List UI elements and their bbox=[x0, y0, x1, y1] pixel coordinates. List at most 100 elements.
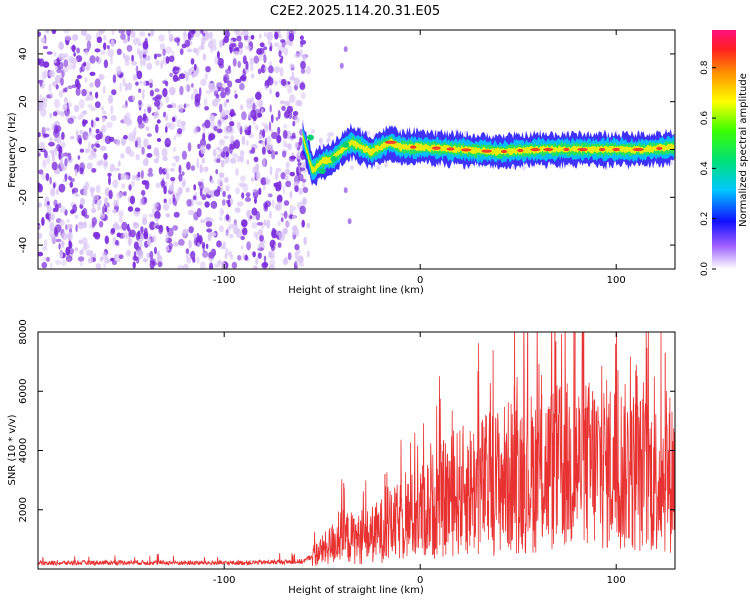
noise-blob bbox=[71, 44, 76, 53]
noise-blob bbox=[271, 199, 275, 208]
colorbar-tick-label: 0.2 bbox=[700, 212, 710, 226]
noise-blob bbox=[103, 152, 108, 160]
noise-blob bbox=[64, 87, 68, 93]
noise-blob bbox=[241, 227, 248, 236]
noise-blob bbox=[284, 221, 291, 228]
noise-blob bbox=[102, 85, 106, 94]
noise-blob bbox=[90, 119, 94, 128]
noise-blob bbox=[135, 140, 138, 148]
noise-blob bbox=[172, 147, 177, 152]
noise-blob bbox=[64, 158, 68, 167]
noise-blob bbox=[143, 138, 149, 148]
noise-blob bbox=[283, 47, 289, 56]
noise-blob bbox=[168, 55, 175, 63]
noise-blob bbox=[155, 217, 159, 223]
noise-blob bbox=[202, 32, 206, 37]
noise-blob bbox=[288, 32, 295, 42]
noise-blob bbox=[188, 30, 195, 38]
noise-blob bbox=[295, 257, 299, 266]
noise-blob bbox=[239, 150, 245, 156]
noise-blob bbox=[38, 144, 42, 153]
noise-blob bbox=[301, 161, 307, 168]
noise-blob bbox=[58, 145, 63, 154]
noise-blob bbox=[253, 156, 259, 163]
noise-blob bbox=[196, 201, 203, 206]
noise-blob bbox=[240, 235, 245, 241]
noise-blob bbox=[96, 160, 102, 167]
noise-blob bbox=[141, 91, 145, 100]
noise-blob bbox=[41, 71, 46, 81]
noise-blob bbox=[103, 160, 108, 170]
noise-blob bbox=[106, 203, 111, 209]
noise-blob bbox=[203, 98, 208, 107]
spectrogram-panel: -100 0 100 -40 -20 0 20 40 Height of straight … bbox=[7, 29, 676, 296]
noise-blob bbox=[148, 32, 151, 37]
noise-blob bbox=[234, 139, 240, 149]
noise-blob bbox=[59, 219, 65, 227]
y-tick-label: 2000 bbox=[18, 497, 29, 522]
noise-blob bbox=[78, 221, 83, 226]
noise-blob bbox=[294, 84, 298, 91]
noise-blob bbox=[79, 249, 84, 256]
noise-blob bbox=[186, 256, 192, 264]
noise-blob bbox=[261, 262, 268, 269]
noise-blob bbox=[154, 100, 161, 107]
noise-blob bbox=[74, 247, 78, 252]
noise-blob bbox=[210, 200, 218, 209]
noise-blob bbox=[102, 206, 105, 214]
noise-blob bbox=[261, 146, 266, 155]
noise-blob bbox=[101, 110, 107, 115]
noise-blob bbox=[236, 201, 244, 207]
noise-blob bbox=[116, 191, 123, 200]
noise-blob bbox=[259, 234, 264, 242]
noise-blob bbox=[220, 112, 227, 118]
noise-blob bbox=[81, 209, 86, 217]
noise-blob bbox=[209, 218, 215, 223]
noise-blob bbox=[259, 98, 264, 109]
noise-blob bbox=[109, 163, 116, 173]
noise-blob bbox=[216, 240, 222, 248]
noise-blob bbox=[79, 99, 85, 109]
noise-blob bbox=[149, 82, 153, 89]
noise-blob bbox=[62, 67, 69, 73]
noise-blob bbox=[168, 242, 173, 249]
noise-blob bbox=[256, 221, 264, 226]
noise-blob bbox=[54, 98, 61, 109]
noise-blob bbox=[49, 176, 52, 185]
noise-blob bbox=[196, 157, 200, 168]
noise-blob bbox=[46, 30, 50, 34]
noise-blob bbox=[147, 106, 152, 114]
noise-blob bbox=[48, 83, 52, 93]
noise-blob bbox=[274, 31, 279, 40]
noise-blob bbox=[241, 74, 247, 82]
noise-blob bbox=[48, 69, 55, 78]
noise-blob bbox=[72, 204, 77, 214]
noise-blob bbox=[279, 58, 283, 64]
noise-blob bbox=[41, 246, 48, 252]
noise-blob bbox=[132, 135, 136, 144]
noise-blob bbox=[269, 258, 276, 266]
noise-blob bbox=[259, 47, 265, 55]
noise-blob bbox=[140, 226, 144, 234]
noise-blob bbox=[84, 77, 88, 83]
noise-blob bbox=[238, 41, 244, 49]
noise-blob bbox=[223, 135, 230, 140]
noise-blob bbox=[376, 165, 381, 170]
noise-blob bbox=[61, 259, 67, 267]
noise-blob bbox=[146, 237, 152, 246]
noise-blob bbox=[178, 173, 183, 182]
noise-blob bbox=[181, 178, 187, 187]
spectrogram-y-label: Frequency (Hz) bbox=[7, 112, 18, 188]
noise-blob bbox=[222, 82, 226, 88]
noise-blob bbox=[54, 230, 59, 237]
noise-blob bbox=[110, 227, 116, 234]
noise-blob bbox=[165, 126, 168, 133]
noise-blob bbox=[154, 88, 160, 93]
noise-blob bbox=[161, 183, 165, 189]
noise-blob bbox=[184, 72, 189, 82]
noise-blob bbox=[284, 109, 290, 118]
noise-blob bbox=[165, 95, 170, 104]
noise-blob bbox=[103, 34, 107, 41]
noise-blob bbox=[173, 135, 177, 141]
